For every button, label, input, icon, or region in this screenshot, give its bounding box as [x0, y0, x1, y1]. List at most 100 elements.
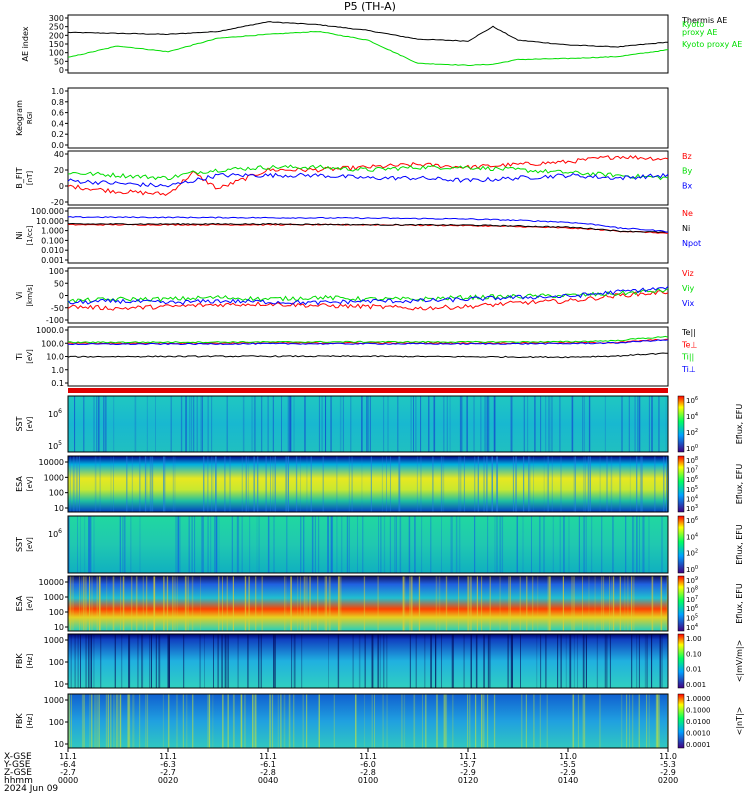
colorbar-tick: 1.0000 [686, 695, 711, 703]
panel-9-ylabel: ESA [15, 595, 24, 611]
panel-frame-9 [67, 575, 669, 632]
ytick-label: 20 [54, 166, 64, 175]
series-line-Bx [67, 172, 669, 188]
ytick-label: 0.0 [51, 141, 64, 150]
panel-5-sublabel: [eV] [26, 349, 34, 364]
panel-7-ylabel: ESA [15, 476, 24, 492]
time-tick-label: -6.4 [60, 760, 76, 769]
ytick-label: 1000.0 [36, 326, 64, 335]
time-tick-label: -2.8 [360, 768, 376, 777]
colorbar-tick: 104 [686, 494, 698, 503]
legend-entry: Ti|| [681, 353, 694, 362]
time-tick-label: -5.7 [460, 760, 476, 769]
panel-3: Ni [1/cc]100.00010.0001.0000.1000.0100.00… [15, 207, 701, 265]
colorbar-tick: 1.00 [686, 635, 702, 643]
ytick-label: 150 [49, 40, 64, 49]
ytick-label: 100.0 [41, 339, 64, 348]
spectrogram-11 [68, 694, 668, 748]
colorbar-tick: 108 [686, 456, 698, 465]
ytick-label: 1000 [44, 473, 64, 482]
panel-7-sublabel: [eV] [26, 476, 34, 491]
colorbar-tick: 104 [686, 532, 698, 541]
ytick-label: 10000 [39, 458, 64, 467]
colorbar-tick: 106 [686, 396, 698, 405]
panel-3-ylabel: Ni [15, 231, 24, 239]
panel-11-sublabel: [Hz] [26, 714, 34, 729]
series-line-Ti|| [67, 335, 669, 344]
colorbar-tick: 103 [686, 504, 698, 513]
colorbar-tick: 108 [686, 585, 698, 594]
ytick-label: 1.0 [51, 366, 64, 375]
legend-entry: Viy [682, 284, 695, 293]
colorbar-tick: 109 [686, 576, 698, 585]
colorbar-tick: 104 [686, 623, 698, 632]
time-tick-label: 0100 [358, 776, 378, 785]
panel-frame-0 [67, 14, 669, 74]
colorbar-tick: 0.0100 [686, 718, 711, 726]
colorbar-label: <|nT|> [735, 707, 744, 736]
panel-frame-10 [67, 633, 669, 689]
spectrogram-6 [68, 396, 668, 452]
colorbar-11 [677, 693, 685, 749]
time-tick-label: -5.5 [560, 760, 576, 769]
panel-8-ylabel: SST [15, 537, 24, 552]
time-tick-label: -2.9 [660, 768, 676, 777]
colorbar-tick: 106 [686, 475, 698, 484]
panel-8: SST [eV] 106 106 104 102 100 Eflux, EFU [15, 515, 744, 574]
legend-entry: Vix [682, 299, 695, 308]
ytick-label: 0 [59, 182, 64, 191]
time-tick-label: 0200 [658, 776, 678, 785]
colorbar-tick: 0.001 [686, 681, 706, 689]
colorbar-9 [677, 575, 685, 632]
panel-6-ylabel: SST [15, 416, 24, 431]
panel-4-ylabel: Vi [15, 292, 24, 300]
panel-11: FBK [Hz] 1000 100 10 1.0000 0.1000 0.0100 0.0010… [15, 693, 744, 749]
spectrogram-8 [68, 516, 668, 573]
ytick-label: 100.000 [31, 207, 64, 216]
panel-1-ylabel: Keogram [15, 100, 24, 136]
series-line-Viy [67, 287, 669, 304]
ytick-label: 0 [59, 66, 64, 75]
ytick-label: 1.000 [41, 227, 64, 236]
time-tick-label: 11.1 [359, 752, 377, 761]
panel-frame-3 [67, 207, 669, 264]
colorbar-tick: 0.01 [686, 666, 702, 674]
time-tick-label: 0000 [58, 776, 78, 785]
colorbar-6 [677, 395, 685, 453]
ytick-label: 1000 [44, 593, 64, 602]
panel-5-ylabel: Ti [15, 353, 24, 361]
time-tick-label: 11.1 [59, 752, 77, 761]
date-label: 2024 Jun 09 [4, 784, 58, 794]
panel-1: Keogram RGI 1.0 0.8 0.60.4 0.2 0.0 [15, 87, 669, 150]
colorbar-tick: 100 [686, 565, 698, 574]
colorbar-tick: 107 [686, 595, 698, 604]
time-tick-label: 0040 [258, 776, 278, 785]
colorbar-10 [677, 633, 685, 689]
series-line-Npot [67, 216, 669, 233]
legend-entry: Thermis AE [681, 16, 727, 25]
coord-label-y: Y-GSE [3, 760, 31, 770]
panel-10: FBK [Hz] 1000 100 10 1.00 0.10 0.01 0.001 <|mV/m|… [15, 633, 744, 689]
time-tick-label: -2.8 [260, 768, 276, 777]
colorbar-tick: 102 [686, 549, 698, 558]
ytick-label: 100 [49, 49, 64, 58]
spectrogram-7 [68, 456, 668, 512]
time-tick-label: 11.1 [459, 752, 477, 761]
colorbar-tick: 100 [686, 444, 698, 453]
ytick-label: 106 [48, 528, 62, 539]
time-tick-label: -2.7 [60, 768, 76, 777]
panel-frame-8 [67, 515, 669, 574]
ytick-label: 0.4 [51, 119, 64, 128]
ytick-label: 10.000 [36, 217, 64, 226]
time-tick-label: 11.1 [159, 752, 177, 761]
panel-9-sublabel: [eV] [26, 596, 34, 611]
colorbar-label: Eflux, EFU [735, 524, 744, 565]
panel-1-sublabel: RGI [26, 112, 34, 124]
ytick-label: 0.6 [51, 109, 64, 118]
ytick-label: 300 [49, 14, 64, 23]
panel-10-sublabel: [Hz] [26, 654, 34, 669]
ytick-label: 100 [49, 658, 64, 667]
time-tick-label: 0140 [558, 776, 578, 785]
